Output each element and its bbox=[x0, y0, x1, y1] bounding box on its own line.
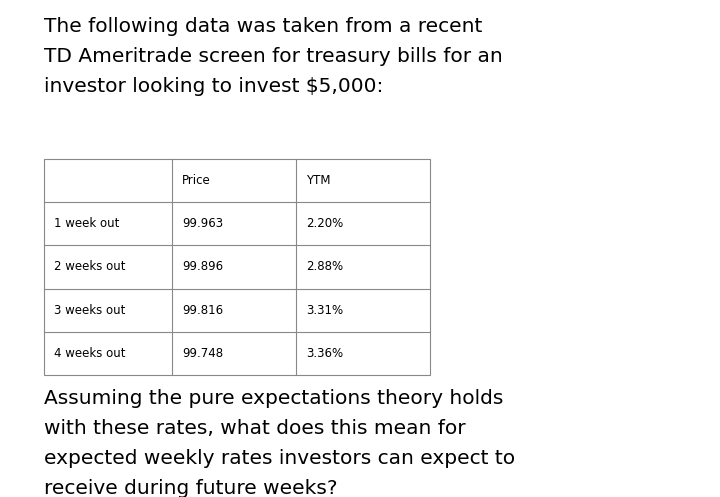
Text: 2.20%: 2.20% bbox=[306, 217, 343, 230]
Text: 2.88%: 2.88% bbox=[306, 260, 343, 273]
Text: The following data was taken from a recent: The following data was taken from a rece… bbox=[44, 17, 482, 36]
Text: Price: Price bbox=[182, 174, 211, 187]
Text: 99.748: 99.748 bbox=[182, 347, 223, 360]
Text: 3.31%: 3.31% bbox=[306, 304, 343, 317]
Text: TD Ameritrade screen for treasury bills for an: TD Ameritrade screen for treasury bills … bbox=[44, 47, 503, 66]
Text: 99.963: 99.963 bbox=[182, 217, 223, 230]
Text: investor looking to invest $5,000:: investor looking to invest $5,000: bbox=[44, 77, 383, 96]
Text: 2 weeks out: 2 weeks out bbox=[54, 260, 125, 273]
Text: YTM: YTM bbox=[306, 174, 330, 187]
Text: Assuming the pure expectations theory holds: Assuming the pure expectations theory ho… bbox=[44, 389, 503, 408]
Text: 3 weeks out: 3 weeks out bbox=[54, 304, 125, 317]
Text: with these rates, what does this mean for: with these rates, what does this mean fo… bbox=[44, 419, 466, 438]
Text: 99.816: 99.816 bbox=[182, 304, 223, 317]
Text: 99.896: 99.896 bbox=[182, 260, 223, 273]
Text: 4 weeks out: 4 weeks out bbox=[54, 347, 125, 360]
Text: expected weekly rates investors can expect to: expected weekly rates investors can expe… bbox=[44, 449, 515, 468]
Text: 1 week out: 1 week out bbox=[54, 217, 120, 230]
Text: 3.36%: 3.36% bbox=[306, 347, 343, 360]
Text: receive during future weeks?: receive during future weeks? bbox=[44, 479, 338, 497]
